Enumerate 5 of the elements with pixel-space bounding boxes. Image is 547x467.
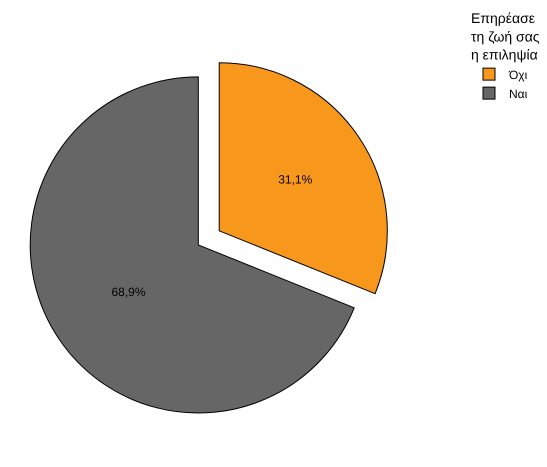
data-label: 31,1% bbox=[278, 172, 313, 186]
legend-label: Όχι bbox=[508, 68, 528, 82]
legend-label: Ναι bbox=[509, 86, 528, 101]
legend-title: Επηρέασε τη ζωή σας η επιληψία bbox=[471, 10, 540, 63]
data-label: 68,9% bbox=[111, 284, 146, 299]
